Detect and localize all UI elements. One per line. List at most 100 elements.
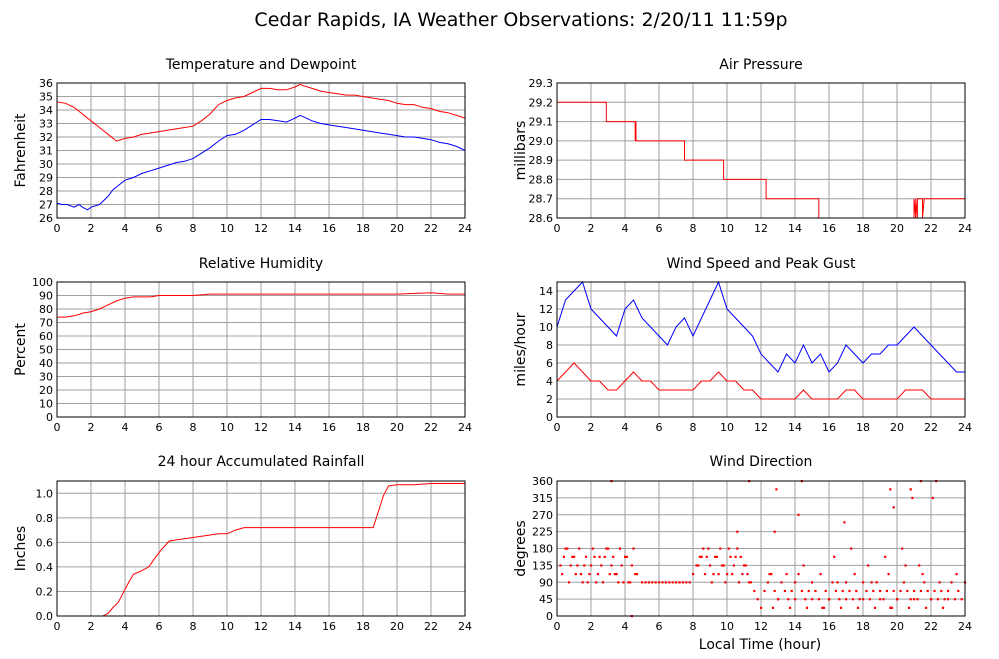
data-point	[743, 564, 746, 567]
y-tick-label: 30	[39, 158, 53, 171]
data-point	[605, 547, 608, 550]
data-point	[950, 581, 953, 584]
x-tick-label: 4	[622, 222, 629, 235]
data-point	[884, 555, 887, 558]
data-point	[634, 573, 637, 576]
data-point	[685, 581, 688, 584]
data-point	[736, 530, 739, 533]
data-point	[889, 488, 892, 491]
series-line-red	[57, 483, 465, 617]
x-tick-label: 2	[88, 620, 95, 633]
data-point	[573, 555, 576, 558]
y-tick-label: 28	[39, 185, 53, 198]
y-tick-label: 28.8	[529, 173, 554, 186]
x-tick-label: 16	[322, 620, 336, 633]
data-point	[867, 564, 870, 567]
data-point	[872, 589, 875, 593]
x-tick-label: 16	[322, 222, 336, 235]
y-tick-label: 30	[39, 371, 53, 384]
data-point	[831, 581, 834, 584]
data-point	[625, 555, 628, 558]
data-point	[632, 547, 635, 550]
data-point	[913, 589, 916, 593]
plot-frame	[556, 82, 966, 219]
data-point	[641, 581, 644, 584]
data-point	[833, 555, 836, 558]
y-tick-label: 100	[32, 276, 53, 289]
plot-frame	[556, 281, 966, 418]
data-point	[821, 606, 824, 609]
data-point	[814, 589, 817, 593]
x-tick-label: 16	[822, 421, 836, 434]
data-point	[590, 564, 593, 567]
data-point	[901, 547, 904, 550]
data-point	[879, 598, 882, 601]
x-tick-label: 8	[190, 421, 197, 434]
data-point	[913, 598, 916, 601]
x-tick-label: 4	[122, 620, 129, 633]
x-tick-label: 16	[322, 421, 336, 434]
data-point	[902, 581, 905, 584]
data-point	[702, 547, 705, 550]
data-point	[698, 555, 701, 558]
data-point	[843, 521, 846, 524]
y-tick-label: 8	[546, 339, 553, 352]
x-tick-label: 20	[390, 421, 404, 434]
data-point	[736, 547, 739, 550]
data-point	[873, 606, 877, 609]
data-point	[938, 581, 941, 584]
data-point	[856, 606, 860, 609]
data-point	[724, 581, 727, 584]
data-point	[794, 598, 797, 601]
data-point	[749, 581, 752, 584]
x-tick-label: 22	[424, 222, 438, 235]
data-point	[715, 555, 718, 558]
data-point	[601, 581, 605, 584]
data-point	[608, 573, 611, 576]
data-point	[668, 581, 671, 584]
x-tick-label: 16	[822, 222, 836, 235]
data-point	[811, 598, 814, 601]
y-tick-label: 29	[39, 172, 53, 185]
data-point	[617, 581, 620, 584]
y-axis-label: degrees	[513, 520, 529, 576]
data-point	[739, 555, 742, 558]
data-point	[797, 513, 800, 516]
x-tick-label: 2	[588, 421, 595, 434]
y-tick-label: 29.3	[529, 77, 554, 90]
plot-frame	[56, 82, 466, 219]
data-point	[834, 589, 837, 593]
data-point	[911, 496, 914, 500]
data-point	[879, 589, 882, 593]
data-point	[790, 589, 793, 593]
y-tick-label: 70	[39, 317, 53, 330]
data-point	[741, 573, 744, 576]
data-point	[600, 564, 603, 567]
data-point	[584, 555, 588, 558]
data-point	[807, 589, 810, 593]
y-tick-label: 1.0	[36, 487, 54, 500]
data-point	[598, 555, 601, 558]
x-tick-label: 8	[690, 421, 697, 434]
data-point	[865, 589, 868, 593]
x-tick-label: 20	[890, 421, 904, 434]
data-point	[923, 581, 926, 584]
y-tick-label: 0.0	[36, 610, 54, 623]
data-point	[574, 573, 577, 576]
data-point	[709, 564, 712, 567]
data-point	[773, 589, 776, 593]
y-tick-label: 34	[39, 104, 53, 117]
x-tick-label: 24	[958, 421, 972, 434]
plot-frame	[56, 480, 466, 617]
data-point	[824, 589, 827, 593]
x-tick-label: 12	[254, 421, 268, 434]
y-tick-label: 35	[39, 91, 53, 104]
data-point	[960, 598, 963, 601]
data-point	[811, 581, 814, 584]
x-tick-label: 0	[54, 421, 61, 434]
x-tick-label: 24	[958, 222, 972, 235]
